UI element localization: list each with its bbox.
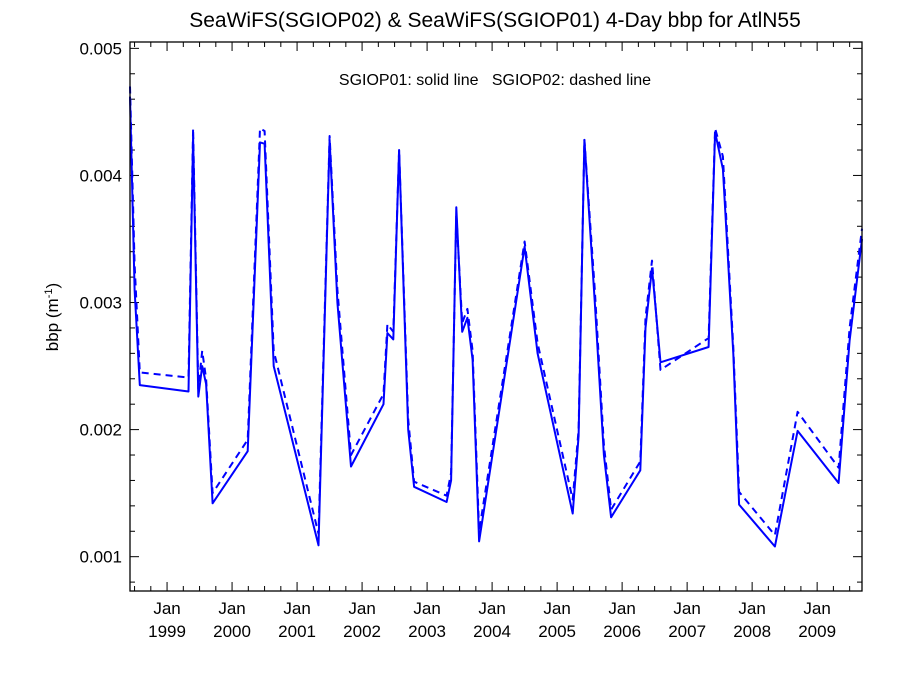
x-tick-label-year: 1999 [148,622,186,641]
x-tick-label-year: 2009 [798,622,836,641]
plot-marks: 0.001 0.002 0.003 0.004 0.005 Jan 1999 Jan 2000 J… [79,39,863,641]
x-tick-label-month: Jan [738,599,765,618]
x-tick-label-month: Jan [153,599,180,618]
chart-title: SeaWiFS(SGIOP02) & SeaWiFS(SGIOP01) 4-Da… [189,9,801,32]
x-tick-label-month: Jan [413,599,440,618]
x-tick-label-year: 2000 [213,622,251,641]
x-tick-label-year: 2002 [343,622,381,641]
y-tick-label: 0.003 [79,294,122,313]
y-tick-label: 0.001 [79,548,122,567]
y-axis-label-base: bbp (m [43,298,62,351]
y-tick-label: 0.005 [79,39,122,58]
y-axis-label-close: ) [43,283,62,289]
x-tick-label-month: Jan [803,599,830,618]
series-line-sgiop01 [129,96,863,548]
y-tick-label: 0.004 [79,166,122,185]
plot-frame [129,41,863,592]
x-tick-label-year: 2004 [473,622,511,641]
x-tick-label-month: Jan [348,599,375,618]
x-tick-label-month: Jan [478,599,505,618]
y-axis-label: bbp (m-1) [43,283,62,351]
x-tick-label-year: 2003 [408,622,446,641]
x-tick-label-month: Jan [218,599,245,618]
x-tick-label-year: 2008 [733,622,771,641]
x-tick-label-month: Jan [543,599,570,618]
x-tick-label-month: Jan [608,599,635,618]
x-tick-label-month: Jan [283,599,310,618]
x-tick-label-year: 2007 [668,622,706,641]
x-tick-label-year: 2006 [603,622,641,641]
x-tick-label-year: 2001 [278,622,316,641]
legend-annotation: SGIOP01: solid line SGIOP02: dashed line [339,72,651,89]
y-axis-label-sup: -1 [43,288,55,298]
x-tick-label-year: 2005 [538,622,576,641]
y-tick-label: 0.002 [79,421,122,440]
series-line-sgiop02 [129,86,863,537]
x-tick-label-month: Jan [673,599,700,618]
